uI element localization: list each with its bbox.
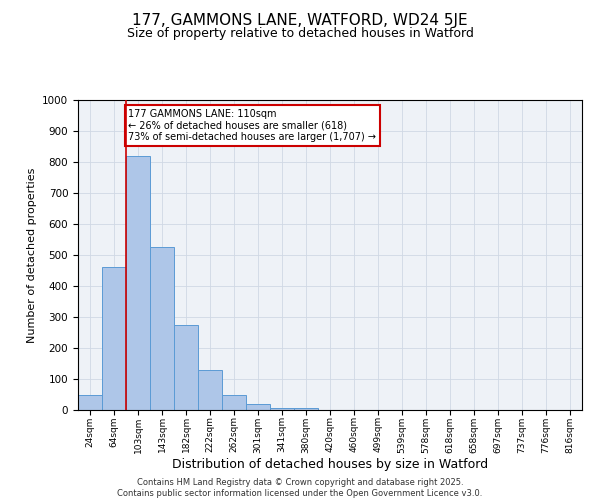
Bar <box>198 370 222 410</box>
Bar <box>246 404 270 410</box>
Text: Contains HM Land Registry data © Crown copyright and database right 2025.
Contai: Contains HM Land Registry data © Crown c… <box>118 478 482 498</box>
Text: Size of property relative to detached houses in Watford: Size of property relative to detached ho… <box>127 28 473 40</box>
Y-axis label: Number of detached properties: Number of detached properties <box>26 168 37 342</box>
Bar <box>222 394 246 410</box>
Bar <box>150 247 174 410</box>
Bar <box>126 156 150 410</box>
X-axis label: Distribution of detached houses by size in Watford: Distribution of detached houses by size … <box>172 458 488 471</box>
Bar <box>294 408 318 410</box>
Bar <box>174 325 198 410</box>
Bar <box>78 394 102 410</box>
Text: 177, GAMMONS LANE, WATFORD, WD24 5JE: 177, GAMMONS LANE, WATFORD, WD24 5JE <box>132 12 468 28</box>
Bar <box>102 268 126 410</box>
Bar <box>270 408 294 410</box>
Text: 177 GAMMONS LANE: 110sqm
← 26% of detached houses are smaller (618)
73% of semi-: 177 GAMMONS LANE: 110sqm ← 26% of detach… <box>128 110 376 142</box>
